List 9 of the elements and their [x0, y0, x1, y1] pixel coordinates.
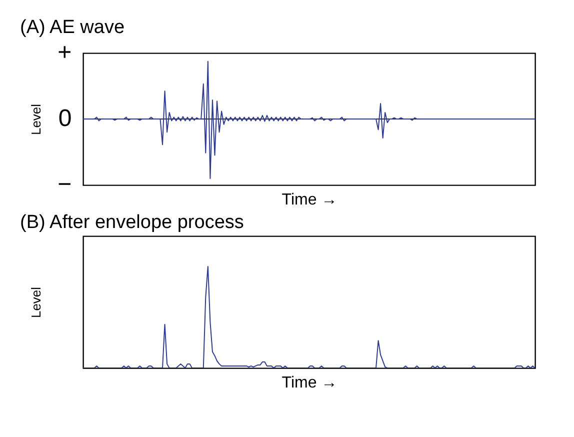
text: −	[58, 171, 72, 198]
text: +	[58, 39, 72, 66]
text: 0	[58, 105, 72, 132]
chart-title: (A) AE wave	[20, 17, 125, 38]
x-axis-title: Time →	[282, 374, 338, 392]
y-axis-title: Level	[28, 286, 44, 318]
chart-title: (B) After envelope process	[20, 212, 244, 233]
x-axis-title: Time →	[282, 192, 338, 208]
y-axis-title: Level	[28, 104, 44, 136]
